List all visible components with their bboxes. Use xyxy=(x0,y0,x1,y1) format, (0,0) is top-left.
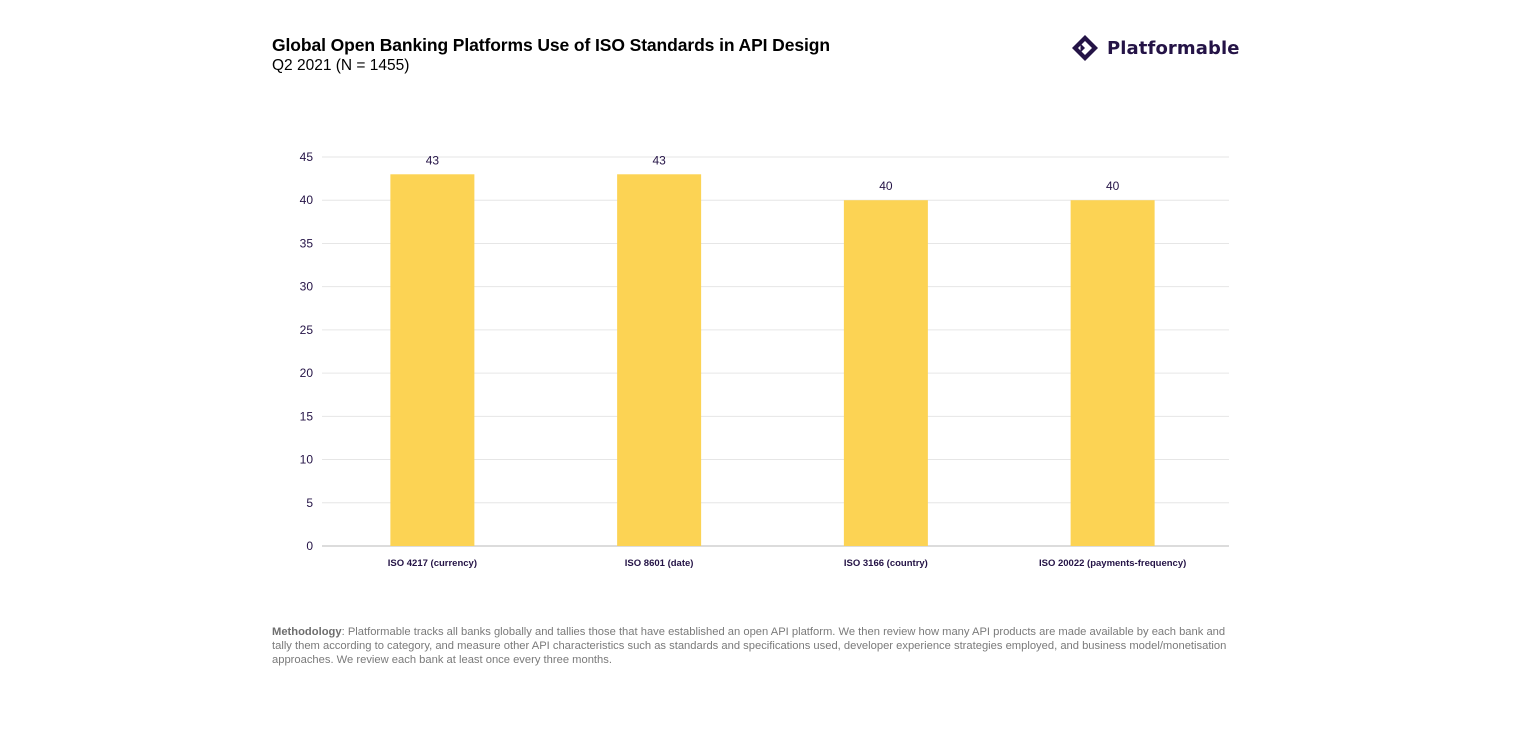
y-tick-label: 30 xyxy=(300,280,314,294)
x-tick-label: ISO 20022 (payments-frequency) xyxy=(1039,558,1186,569)
methodology-label: Methodology xyxy=(272,626,342,638)
y-tick-label: 5 xyxy=(306,496,313,510)
methodology-text: : Platformable tracks all banks globally… xyxy=(272,626,1227,666)
y-tick-label: 20 xyxy=(300,366,314,380)
y-tick-label: 10 xyxy=(300,453,314,467)
bar xyxy=(1070,200,1155,546)
y-tick-label: 45 xyxy=(300,150,314,164)
data-label: 43 xyxy=(426,153,440,167)
chart-header: Global Open Banking Platforms Use of ISO… xyxy=(272,34,830,76)
x-axis-ticks: ISO 4217 (currency) ISO 8601 (date) ISO 31… xyxy=(388,558,1187,569)
diamond-logo-icon xyxy=(1072,35,1098,61)
y-tick-label: 25 xyxy=(300,323,314,337)
platformable-logo: Platformable xyxy=(1071,33,1240,63)
x-tick-label: ISO 3166 (country) xyxy=(844,558,928,569)
data-label: 43 xyxy=(652,153,666,167)
y-tick-label: 0 xyxy=(306,539,313,553)
bar xyxy=(843,200,928,546)
chart-title: Global Open Banking Platforms Use of ISO… xyxy=(272,35,830,55)
logo-wordmark: Platformable xyxy=(1107,37,1240,59)
x-tick-label: ISO 4217 (currency) xyxy=(388,558,477,569)
data-label: 40 xyxy=(879,179,893,193)
x-tick-label: ISO 8601 (date) xyxy=(625,558,694,569)
y-axis-ticks: 0 5 10 15 20 25 30 35 40 45 xyxy=(300,150,314,553)
y-tick-label: 40 xyxy=(300,193,314,207)
methodology-note: Methodology: Platformable tracks all ban… xyxy=(272,625,1227,667)
chart-subtitle: Q2 2021 (N = 1455) xyxy=(272,57,410,74)
data-labels: 43 43 40 40 xyxy=(426,153,1120,193)
bar xyxy=(617,174,702,547)
y-tick-label: 15 xyxy=(300,409,314,423)
bar xyxy=(390,174,475,547)
bars xyxy=(390,174,1155,547)
data-label: 40 xyxy=(1106,179,1120,193)
y-tick-label: 35 xyxy=(300,236,314,250)
